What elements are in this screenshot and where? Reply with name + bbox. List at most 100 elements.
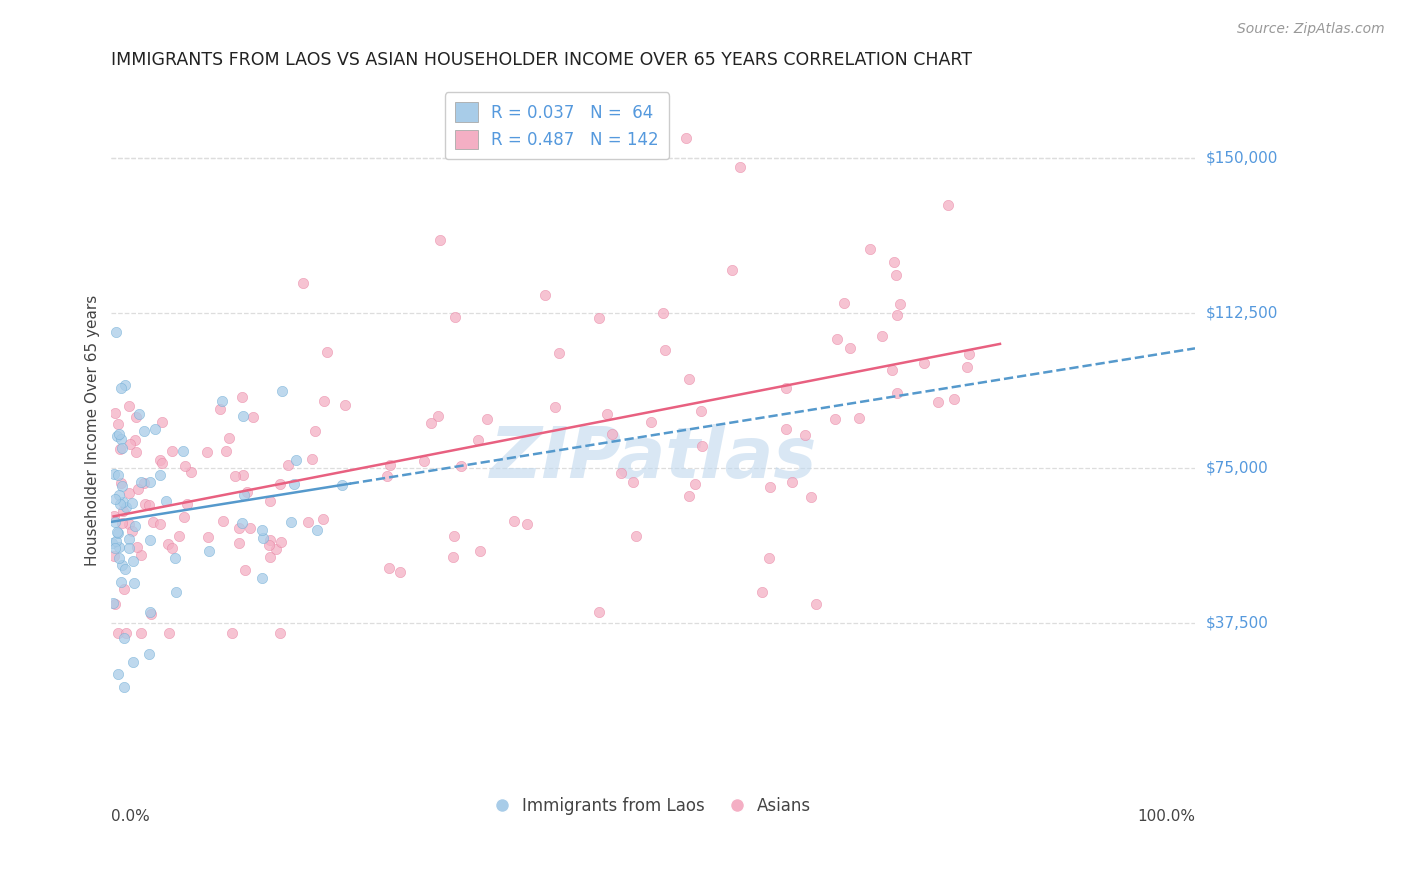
Point <box>886 308 908 322</box>
Point <box>859 242 882 256</box>
Point <box>467 433 489 447</box>
Point <box>678 489 700 503</box>
Point <box>139 533 162 547</box>
Point <box>884 268 907 282</box>
Point <box>150 456 173 470</box>
Point <box>304 424 326 438</box>
Text: IMMIGRANTS FROM LAOS VS ASIAN HOUSEHOLDER INCOME OVER 65 YEARS CORRELATION CHART: IMMIGRANTS FROM LAOS VS ASIAN HOUSEHOLDE… <box>111 51 973 69</box>
Point <box>588 606 610 620</box>
Point <box>111 504 134 518</box>
Point <box>122 655 145 669</box>
Point <box>450 459 472 474</box>
Point <box>107 417 129 431</box>
Point <box>824 412 846 426</box>
Point <box>129 475 152 490</box>
Point <box>621 475 644 489</box>
Point <box>167 529 190 543</box>
Point <box>197 530 219 544</box>
Point <box>259 494 281 508</box>
Point <box>689 404 711 418</box>
Point <box>312 393 335 408</box>
Point <box>108 487 131 501</box>
Point <box>129 549 152 563</box>
Point <box>959 347 981 361</box>
Point <box>211 393 233 408</box>
Point <box>214 443 236 458</box>
Point <box>942 392 965 406</box>
Point <box>301 451 323 466</box>
Point <box>728 160 751 174</box>
Point <box>105 525 128 540</box>
Point <box>270 535 292 549</box>
Point <box>104 406 127 420</box>
Point <box>212 514 235 528</box>
Point <box>218 431 240 445</box>
Point <box>600 426 623 441</box>
Point <box>104 325 127 339</box>
Point <box>307 523 329 537</box>
Point <box>132 476 155 491</box>
Point <box>547 345 569 359</box>
Point <box>231 516 253 530</box>
Point <box>105 429 128 443</box>
Point <box>233 563 256 577</box>
Point <box>110 476 132 491</box>
Point <box>292 277 315 291</box>
Point <box>149 453 172 467</box>
Point <box>114 378 136 392</box>
Point <box>111 558 134 572</box>
Point <box>101 536 124 550</box>
Point <box>165 584 187 599</box>
Point <box>111 516 134 531</box>
Point <box>534 288 557 302</box>
Point <box>110 381 132 395</box>
Point <box>468 544 491 558</box>
Text: Source: ZipAtlas.com: Source: ZipAtlas.com <box>1237 22 1385 37</box>
Point <box>104 516 127 530</box>
Point <box>104 597 127 611</box>
Point <box>889 297 911 311</box>
Point <box>848 411 870 425</box>
Point <box>198 543 221 558</box>
Point <box>429 233 451 247</box>
Point <box>121 496 143 510</box>
Point <box>108 497 131 511</box>
Point <box>115 500 138 514</box>
Point <box>112 495 135 509</box>
Point <box>221 626 243 640</box>
Point <box>131 626 153 640</box>
Point <box>458 130 481 145</box>
Point <box>683 476 706 491</box>
Point <box>141 607 163 621</box>
Point <box>134 497 156 511</box>
Point <box>544 400 567 414</box>
Point <box>118 437 141 451</box>
Point <box>111 479 134 493</box>
Point <box>127 540 149 554</box>
Point <box>883 255 905 269</box>
Point <box>209 401 232 416</box>
Point <box>503 514 526 528</box>
Point <box>107 526 129 541</box>
Point <box>180 465 202 479</box>
Point <box>588 310 610 325</box>
Point <box>107 667 129 681</box>
Point <box>610 466 633 480</box>
Point <box>259 533 281 547</box>
Point <box>111 441 134 455</box>
Point <box>427 409 450 424</box>
Point <box>297 515 319 529</box>
Text: $112,500: $112,500 <box>1206 306 1278 321</box>
Point <box>804 597 827 611</box>
Point <box>596 407 619 421</box>
Point <box>104 492 127 507</box>
Point <box>231 390 253 404</box>
Point <box>108 540 131 554</box>
Text: ZIPatlas: ZIPatlas <box>489 424 817 493</box>
Text: $37,500: $37,500 <box>1206 615 1270 631</box>
Point <box>388 565 411 579</box>
Point <box>285 452 308 467</box>
Text: 100.0%: 100.0% <box>1137 809 1195 824</box>
Point <box>271 384 294 398</box>
Point <box>264 542 287 557</box>
